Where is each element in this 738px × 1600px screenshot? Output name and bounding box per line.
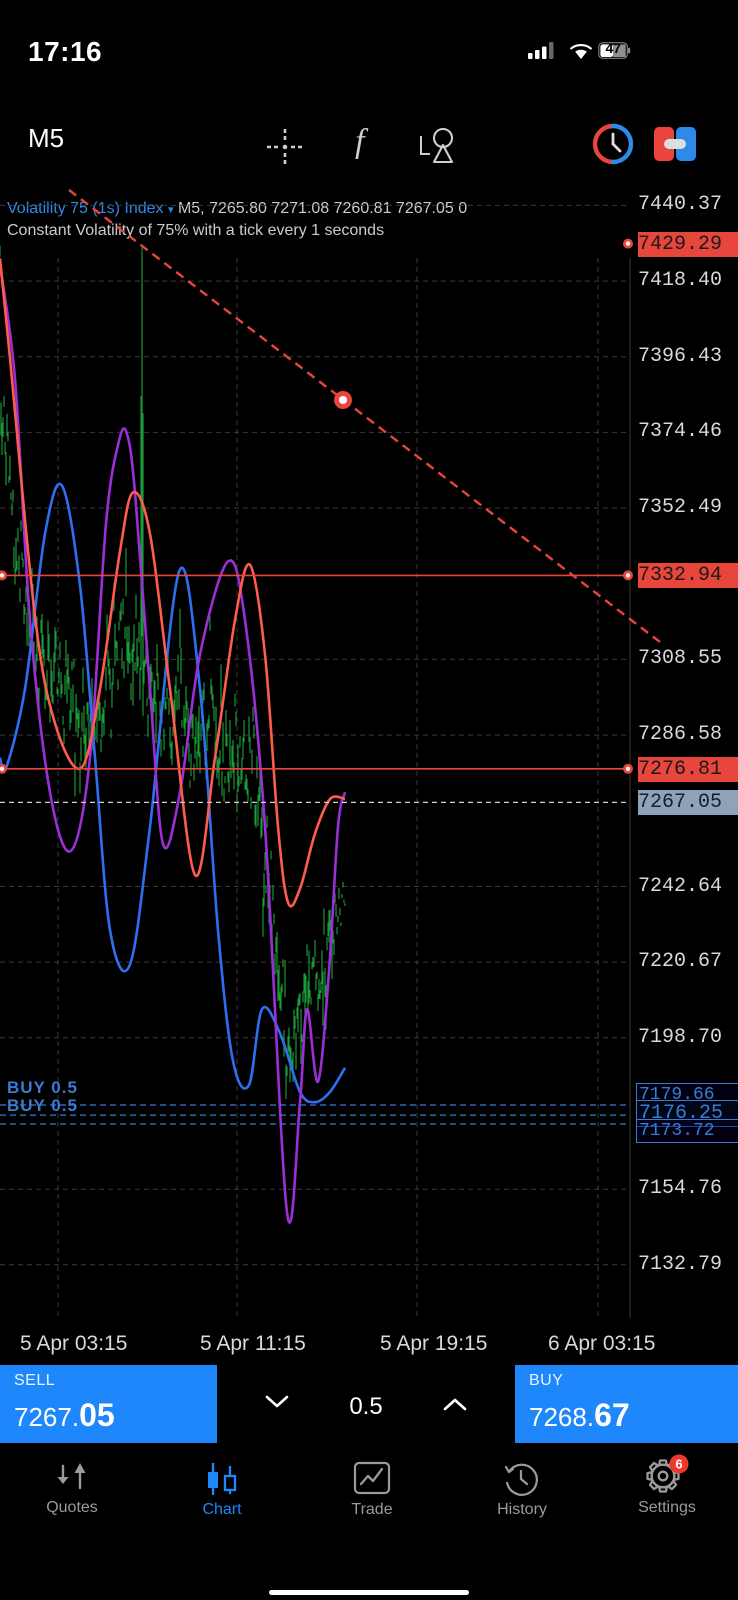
- svg-text:6: 6: [675, 1457, 682, 1472]
